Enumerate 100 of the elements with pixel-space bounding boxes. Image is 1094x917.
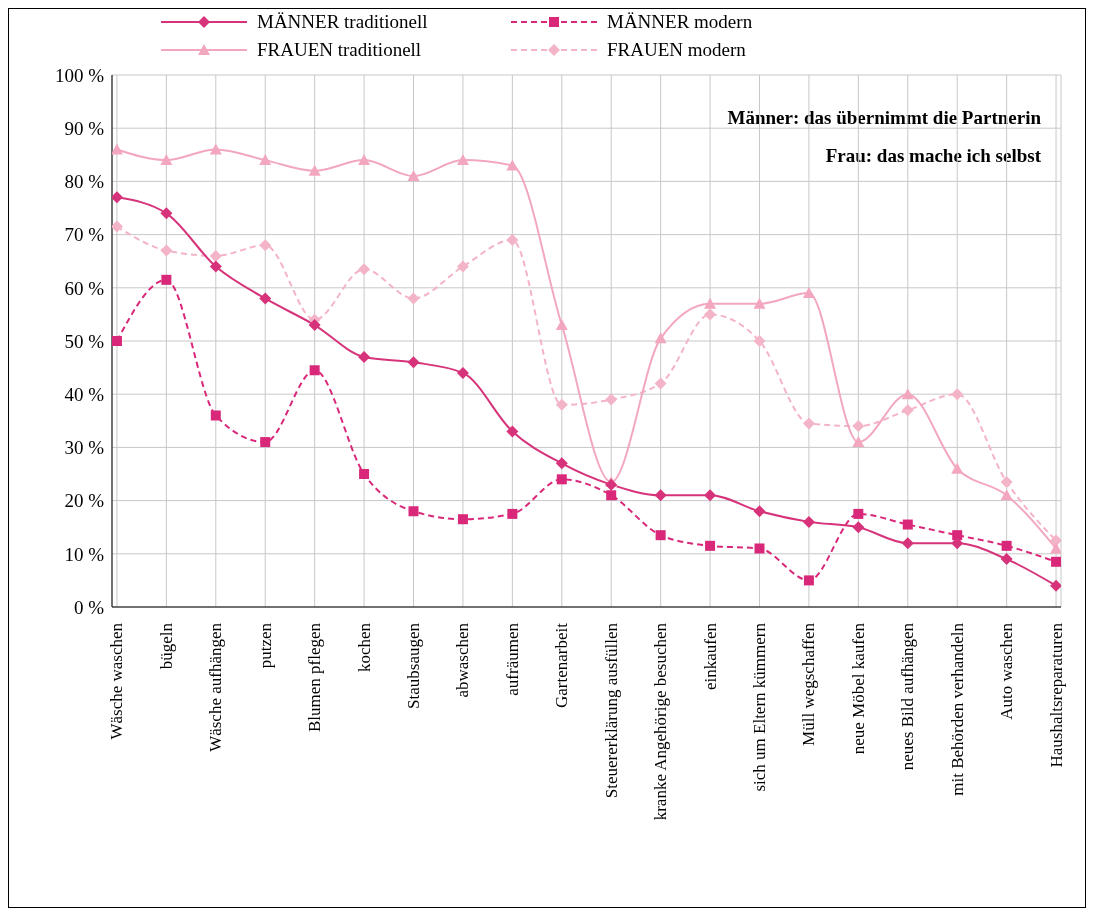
x-tick-label: Gartenarbeit — [552, 622, 572, 708]
point — [112, 336, 122, 346]
point — [901, 404, 914, 417]
point — [308, 164, 321, 176]
point — [902, 519, 913, 530]
point — [606, 490, 617, 501]
x-tick-label: neues Bild aufhängen — [898, 622, 918, 771]
point — [160, 244, 173, 257]
point — [802, 515, 815, 528]
point — [112, 220, 123, 233]
y-tick-label: 20 % — [64, 490, 105, 512]
x-tick-label: Auto waschen — [997, 622, 1017, 720]
point — [753, 297, 766, 309]
y-tick-label: 30 % — [64, 437, 105, 459]
point — [705, 540, 716, 551]
x-tick-label: sich um Eltern kümmern — [749, 622, 769, 792]
point — [753, 505, 766, 518]
point — [161, 274, 172, 285]
point — [259, 292, 272, 305]
point — [506, 425, 519, 438]
x-tick-label: putzen — [255, 622, 275, 669]
point — [654, 489, 667, 502]
annotation: Männer: das übernimmt die Partnerin — [727, 106, 1041, 130]
point — [901, 537, 914, 550]
point — [160, 154, 173, 166]
point — [555, 398, 568, 411]
x-tick-label: Blumen pflegen — [305, 622, 325, 733]
x-tick-label: Wäsche aufhängen — [206, 622, 226, 752]
point — [209, 260, 222, 273]
legend-label: FRAUEN traditionell — [257, 39, 422, 61]
point — [556, 474, 567, 485]
point — [1000, 475, 1013, 488]
point — [210, 410, 221, 421]
x-tick-label: Staubsaugen — [404, 622, 424, 709]
y-tick-label: 70 % — [64, 224, 105, 246]
y-tick-label: 10 % — [64, 543, 105, 565]
x-tick-label: bügeln — [156, 622, 176, 670]
point — [506, 159, 519, 171]
x-tick-label: abwaschen — [453, 622, 473, 698]
x-tick-label: kranke Angehörige besuchen — [651, 622, 671, 821]
point — [259, 239, 272, 252]
y-tick-label: 50 % — [64, 330, 105, 352]
point — [901, 388, 914, 400]
annotation: Frau: das mache ich selbst — [824, 144, 1041, 168]
x-tick-label: einkaufen — [700, 622, 720, 691]
point — [754, 543, 765, 554]
point — [853, 508, 864, 519]
x-tick-label: Haushaltsreparaturen — [1046, 622, 1066, 768]
point — [852, 436, 865, 448]
x-tick-label: neue Möbel kaufen — [848, 622, 868, 755]
point — [408, 506, 419, 517]
point — [407, 292, 420, 305]
point — [1001, 540, 1012, 551]
point — [457, 514, 468, 525]
point — [654, 332, 667, 344]
point — [555, 457, 568, 470]
legend-label: FRAUEN modern — [607, 39, 746, 61]
point — [654, 377, 667, 390]
point — [407, 356, 420, 369]
point — [852, 521, 865, 534]
x-tick-label: Wäsche waschen — [107, 622, 127, 740]
point — [704, 489, 717, 502]
point — [802, 287, 815, 299]
point — [456, 366, 469, 379]
point — [605, 478, 618, 491]
point — [1050, 579, 1061, 592]
point — [112, 143, 123, 155]
point — [802, 417, 815, 430]
point — [951, 388, 964, 401]
point — [456, 154, 469, 166]
point — [308, 319, 321, 332]
y-tick-label: 80 % — [64, 171, 105, 193]
point — [506, 233, 519, 246]
point — [952, 530, 963, 541]
point — [655, 530, 666, 541]
point — [309, 365, 320, 376]
point — [605, 393, 618, 406]
y-tick-label: 100 % — [54, 64, 105, 86]
point — [852, 420, 865, 433]
point — [160, 207, 173, 220]
point — [260, 437, 271, 448]
point — [407, 170, 420, 182]
point — [358, 154, 371, 166]
point — [753, 335, 766, 347]
point — [507, 508, 518, 519]
x-tick-label: aufräumen — [502, 622, 522, 696]
legend-label: MÄNNER modern — [607, 11, 753, 33]
x-tick-label: mit Behörden verhandeln — [947, 622, 967, 796]
point — [358, 263, 371, 276]
point — [259, 154, 272, 166]
point — [555, 319, 568, 331]
point — [112, 191, 123, 204]
x-tick-label: Müll wegschaffen — [799, 622, 819, 746]
point — [1000, 553, 1013, 566]
legend-label: MÄNNER traditionell — [257, 11, 428, 33]
y-tick-label: 90 % — [64, 117, 105, 139]
point — [358, 350, 371, 363]
point — [704, 308, 717, 321]
point — [359, 469, 370, 479]
point — [1000, 489, 1013, 501]
